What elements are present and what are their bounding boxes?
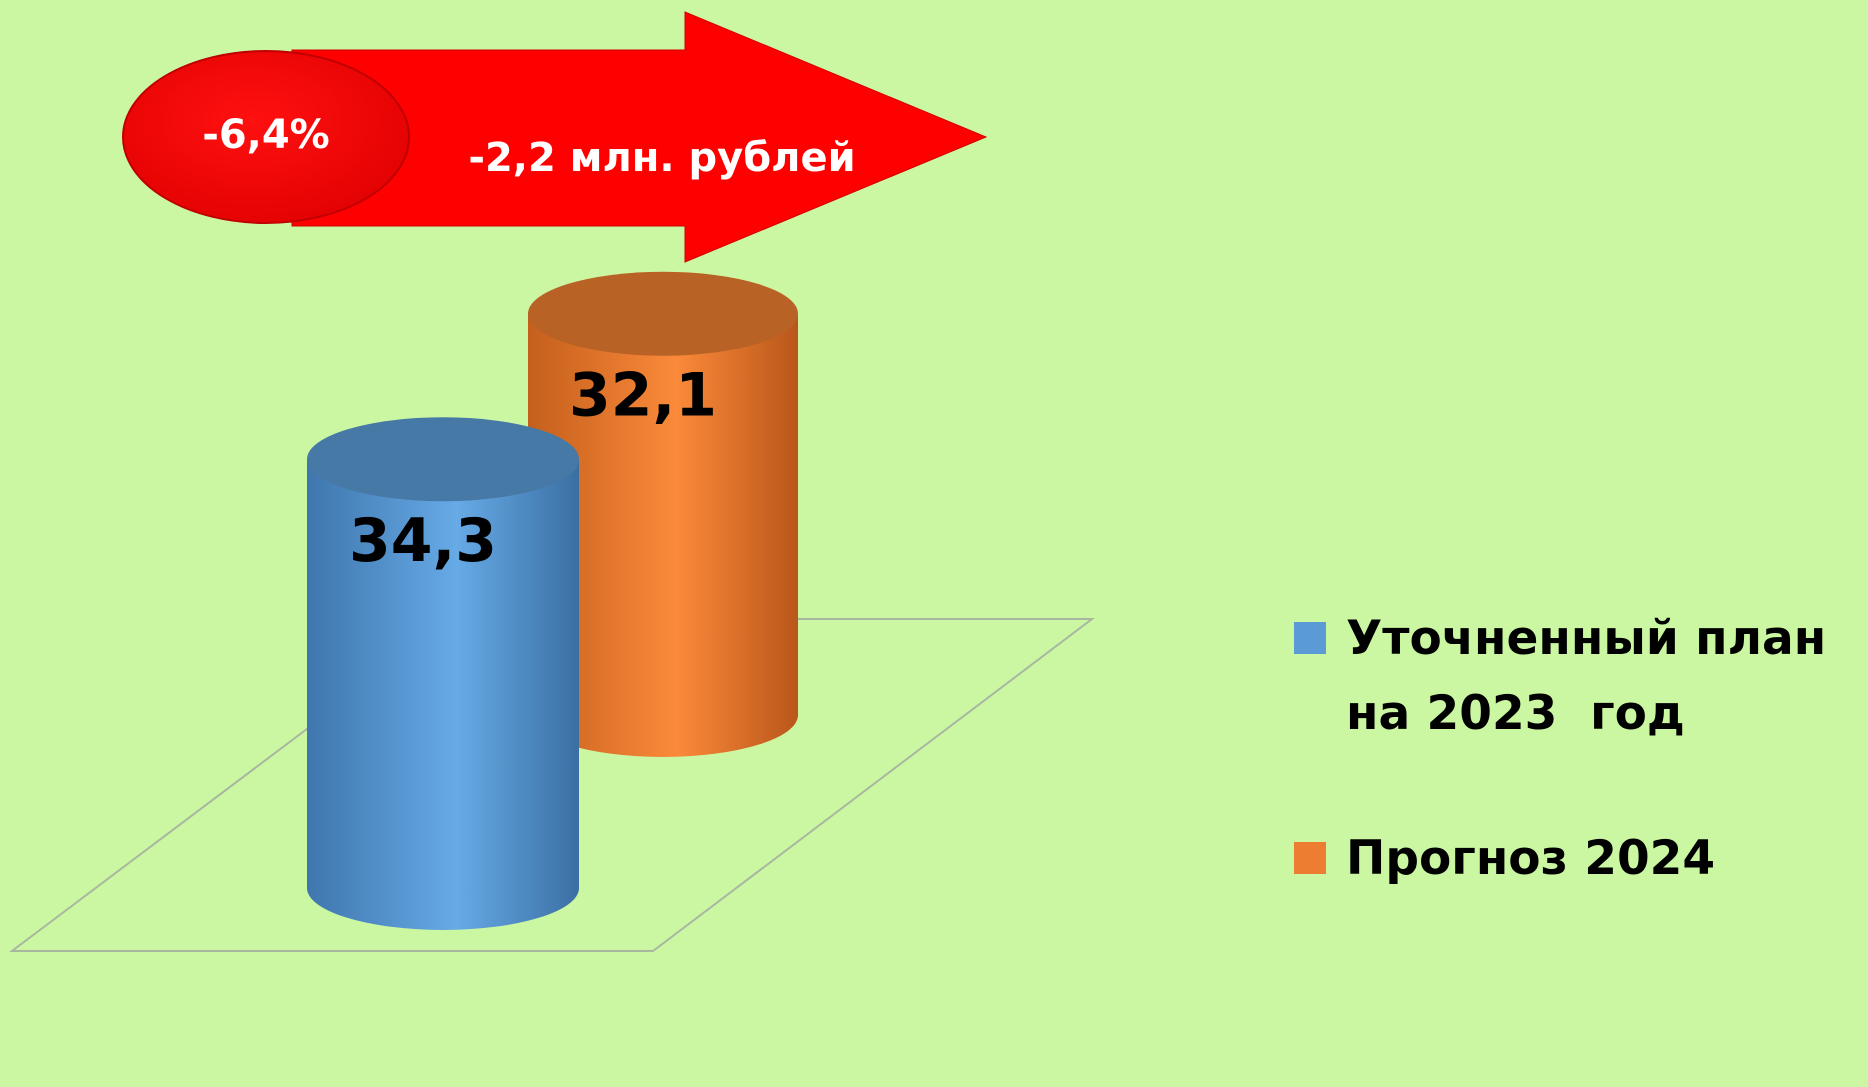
cylinder: 32,1 [528,271,798,757]
cylinder-top [528,271,798,356]
annotation-amount: -2,2 млн. рублей [468,135,855,181]
cylinder-top [307,417,579,502]
arrow [291,11,988,263]
legend-item: Уточненный план на 2023 год [1294,601,1868,751]
percent-ellipse [122,50,410,224]
legend-item: Прогноз 2024 [1294,821,1868,896]
legend-label: Прогноз 2024 [1346,831,1716,886]
legend-swatch [1294,622,1326,654]
legend-swatch [1294,842,1326,874]
value-label: 34,3 [349,506,497,576]
cylinder-body [307,459,579,930]
annotation-percent: -6,4% [202,112,330,158]
floor [9,618,1095,952]
value-label: 32,1 [569,360,717,430]
cylinder-body [528,313,798,757]
cylinder: 34,3 [307,417,579,930]
legend-label: Уточненный план на 2023 год [1346,611,1843,741]
